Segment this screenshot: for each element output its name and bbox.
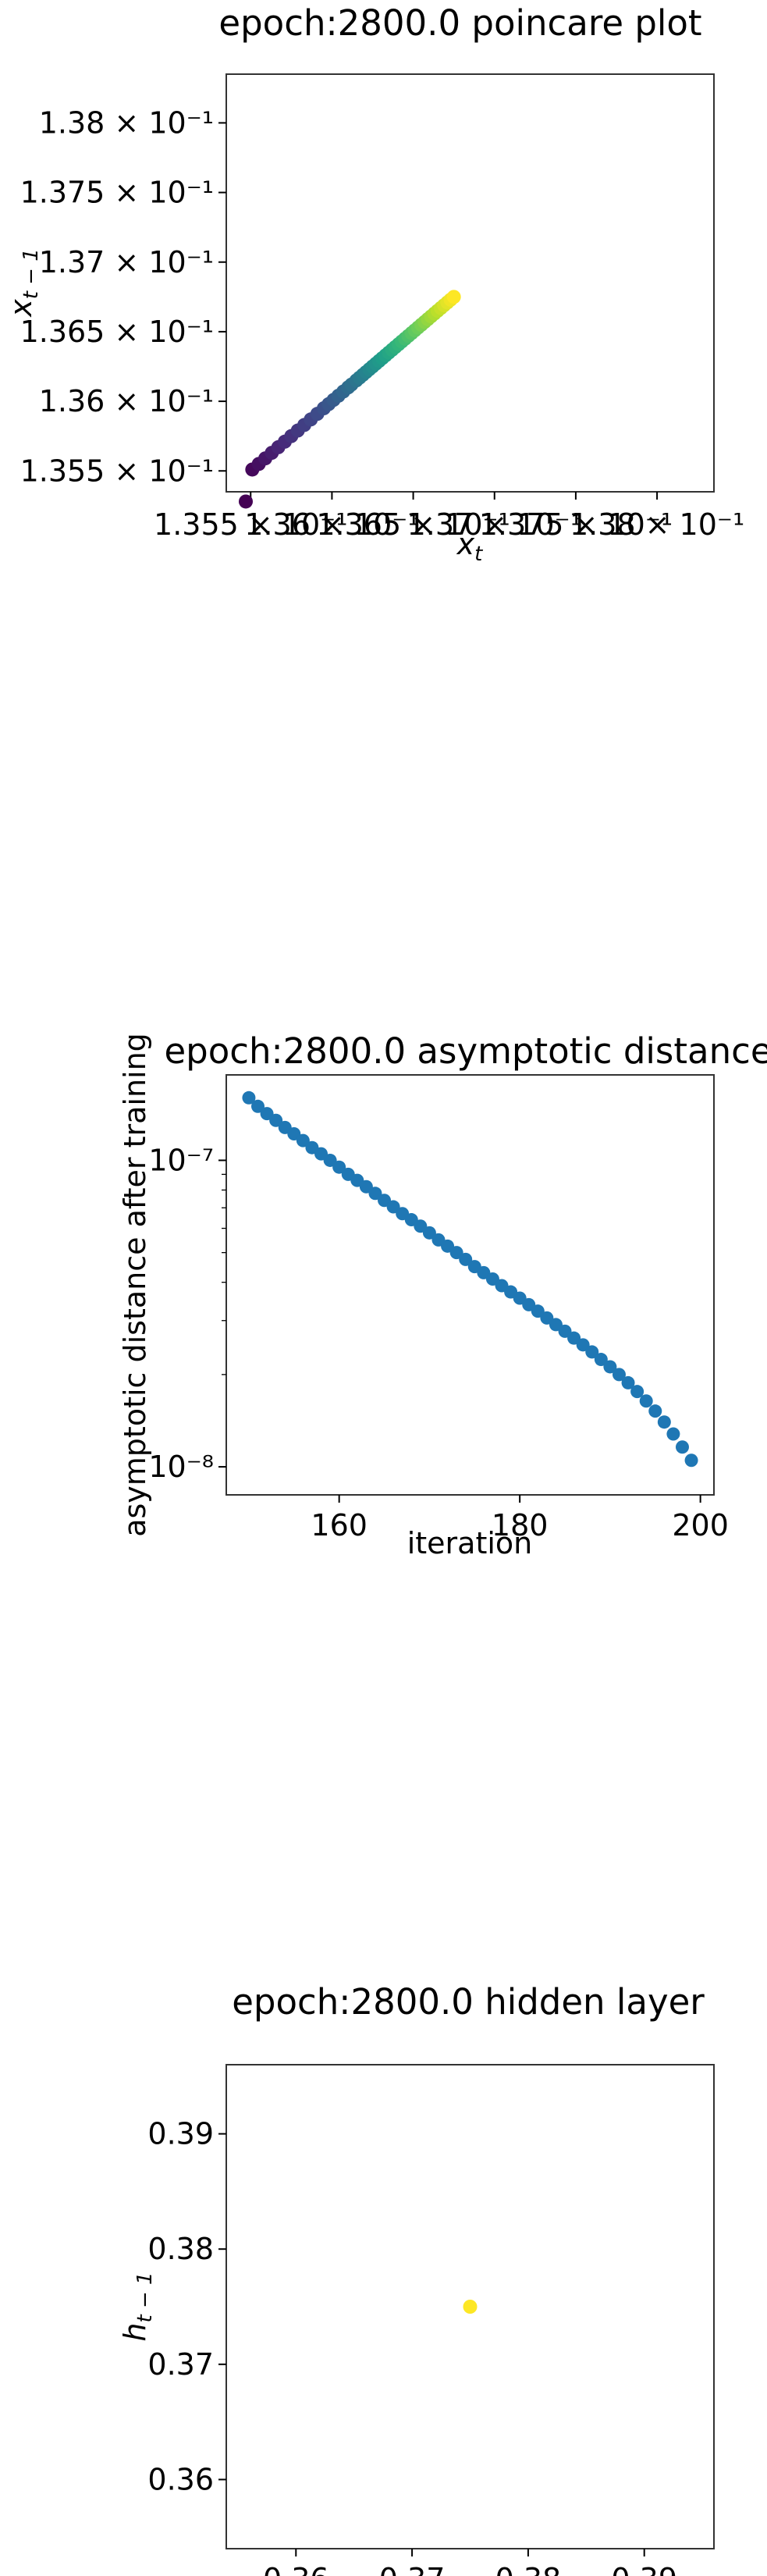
asymptotic-point — [251, 1099, 265, 1113]
asymptotic-point — [540, 1311, 554, 1325]
poincare-points — [239, 290, 461, 509]
poincare-point — [239, 494, 253, 509]
poincare-x-tick-label: 1.38 × 10⁻¹ — [570, 507, 744, 542]
hidden-layer-x-tick-label: 0.39 — [611, 2562, 677, 2576]
asymptotic-point — [657, 1415, 671, 1429]
poincare-plot: epoch:2800.0 poincare plot 1.355 × 10⁻¹1… — [4, 2, 744, 566]
asymptotic-point — [585, 1345, 599, 1359]
hidden-layer-x-tick-label: 0.36 — [263, 2562, 329, 2576]
asymptotic-point — [648, 1404, 662, 1418]
poincare-x-tick-label: 1.355 × 10⁻¹ — [154, 507, 347, 542]
asymptotic-point — [639, 1394, 653, 1408]
hidden-layer-x-tick-label: 0.37 — [379, 2562, 446, 2576]
asymptotic-point — [558, 1324, 572, 1338]
asymptotic-point — [422, 1226, 436, 1240]
asymptotic-title: epoch:2800.0 asymptotic distance — [164, 1030, 767, 1072]
asymptotic-point — [684, 1453, 698, 1468]
asymptotic-point — [567, 1331, 581, 1345]
asymptotic-point — [531, 1304, 545, 1318]
poincare-title: epoch:2800.0 poincare plot — [218, 2, 701, 44]
poincare-y-tick-label: 1.37 × 10⁻¹ — [39, 245, 214, 279]
asymptotic-point — [332, 1160, 346, 1174]
poincare-x-tick-label: 1.37 × 10⁻¹ — [407, 507, 582, 542]
asymptotic-point — [296, 1133, 310, 1147]
hidden-layer-y-label: ht − 1 — [118, 2272, 157, 2341]
asymptotic-point — [666, 1427, 680, 1441]
asymptotic-y-tick-label: 10⁻⁷ — [148, 1143, 214, 1177]
poincare-y-tick-label: 1.36 × 10⁻¹ — [39, 384, 214, 418]
hidden-layer-x-ticks: 0.36 0.37 0.38 0.39 — [263, 2549, 677, 2576]
asymptotic-point — [414, 1219, 428, 1233]
asymptotic-point — [621, 1375, 635, 1389]
poincare-x-tick-label: 1.365 × 10⁻¹ — [316, 507, 510, 542]
hidden-layer-points — [463, 2300, 478, 2314]
asymptotic-x-tick-label: 200 — [672, 1508, 729, 1542]
asymptotic-x-tick-label: 180 — [492, 1508, 549, 1542]
poincare-y-label: xt − 1 — [4, 248, 43, 318]
asymptotic-y-ticks: 10⁻⁷ 10⁻⁸ — [148, 1143, 226, 1484]
asymptotic-plot-frame — [225, 1074, 715, 1496]
asymptotic-point — [612, 1368, 626, 1382]
asymptotic-distance-plot: epoch:2800.0 asymptotic distance 10⁻⁷10⁻… — [118, 1030, 767, 1560]
hidden-layer-y-ticks: 0.36 0.37 0.38 0.39 — [147, 2117, 226, 2496]
asymptotic-x-label: iteration — [407, 1526, 533, 1560]
asymptotic-point — [459, 1252, 473, 1266]
asymptotic-point — [287, 1127, 301, 1141]
hidden-layer-title: epoch:2800.0 hidden layer — [232, 1981, 705, 2023]
hidden-layer-plot: epoch:2800.0 hidden layer 0.360.370.380.… — [118, 1981, 715, 2576]
poincare-y-tick-label: 1.355 × 10⁻¹ — [20, 454, 214, 488]
asymptotic-point — [368, 1187, 382, 1201]
poincare-x-tick-label: 1.375 × 10⁻¹ — [479, 507, 673, 542]
hidden-layer-plot-frame — [225, 2064, 715, 2549]
asymptotic-point — [576, 1338, 590, 1352]
poincare-x-ticks: 1.355 × 10⁻¹1.36 × 10⁻¹1.365 × 10⁻¹1.37 … — [154, 492, 744, 542]
hidden-layer-x-tick-label: 0.38 — [495, 2562, 562, 2576]
asymptotic-point — [242, 1091, 256, 1105]
poincare-x-tick-label: 1.36 × 10⁻¹ — [244, 507, 419, 542]
asymptotic-point — [260, 1107, 274, 1121]
asymptotic-x-ticks: 160 180 200 — [311, 1495, 729, 1542]
asymptotic-y-label: asymptotic distance after training — [118, 1033, 152, 1537]
asymptotic-point — [323, 1153, 337, 1167]
poincare-point — [446, 290, 461, 304]
asymptotic-points — [242, 1091, 698, 1468]
poincare-plot-frame — [225, 73, 715, 493]
poincare-y-tick-label: 1.375 × 10⁻¹ — [20, 176, 214, 210]
poincare-y-ticks: 1.355 × 10⁻¹ 1.36 × 10⁻¹ 1.365 × 10⁻¹ 1.37 … — [20, 105, 226, 488]
asymptotic-point — [630, 1385, 644, 1399]
asymptotic-point — [675, 1440, 689, 1454]
hidden-layer-y-tick-label: 0.39 — [147, 2117, 214, 2151]
asymptotic-point — [594, 1353, 608, 1367]
asymptotic-point — [269, 1113, 283, 1127]
hidden-layer-y-tick-label: 0.38 — [147, 2232, 214, 2266]
hidden-layer-y-tick-label: 0.36 — [147, 2462, 214, 2496]
asymptotic-x-tick-label: 160 — [311, 1508, 368, 1542]
asymptotic-point — [449, 1246, 463, 1260]
asymptotic-y-tick-label: 10⁻⁸ — [148, 1450, 214, 1484]
poincare-y-tick-label: 1.38 × 10⁻¹ — [39, 105, 214, 140]
hidden-layer-point — [463, 2300, 478, 2314]
asymptotic-point — [386, 1200, 400, 1214]
poincare-y-tick-label: 1.365 × 10⁻¹ — [20, 315, 214, 349]
hidden-layer-y-tick-label: 0.37 — [147, 2347, 214, 2382]
asymptotic-point — [603, 1360, 617, 1374]
